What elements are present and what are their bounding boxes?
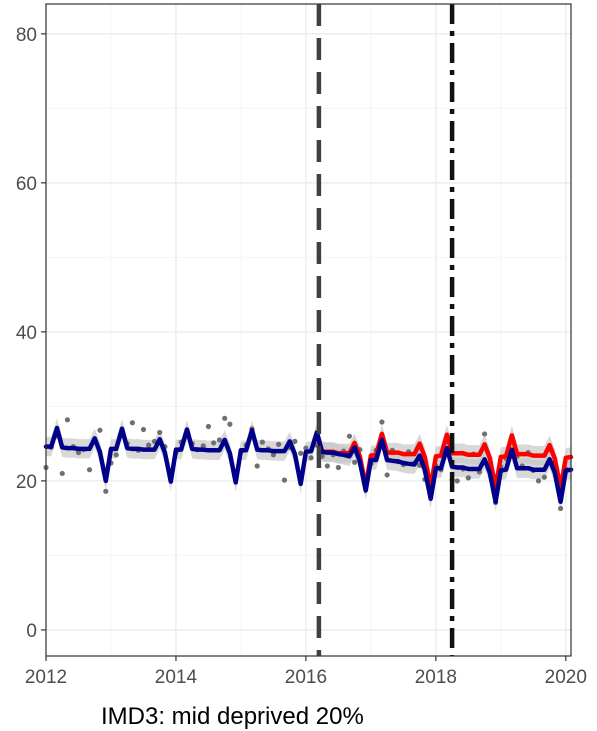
data-point [276, 441, 282, 447]
data-point [129, 420, 136, 426]
data-point [379, 419, 385, 425]
data-point [346, 433, 353, 439]
intervention-lines [316, 4, 455, 656]
data-point [292, 438, 298, 444]
data-point [59, 470, 65, 477]
data-point [541, 474, 547, 480]
data-point [157, 429, 163, 436]
data-point [352, 459, 358, 465]
y-tick-label: 80 [16, 25, 37, 46]
chart-caption: IMD3: mid deprived 20% [101, 703, 364, 730]
data-point [281, 477, 288, 483]
y-tick-label: 20 [16, 472, 37, 493]
data-point [324, 463, 330, 469]
data-point [216, 437, 223, 443]
data-point [113, 452, 119, 458]
data-point [254, 463, 260, 469]
data-point [103, 488, 109, 494]
data-point [535, 478, 542, 484]
data-point [454, 478, 460, 484]
x-tick-label: 2020 [545, 667, 587, 688]
series-lines [43, 425, 574, 505]
data-point [140, 426, 147, 433]
x-tick-label: 2016 [285, 667, 327, 688]
data-point [146, 442, 152, 448]
data-point [64, 417, 71, 423]
y-tick-label: 0 [26, 621, 37, 642]
data-point [465, 475, 471, 481]
data-point [97, 427, 103, 433]
data-point [481, 431, 488, 437]
data-point [86, 467, 93, 473]
data-point [200, 443, 206, 449]
axes: 0 20 40 60 80 2012 2014 2016 2018 2020 [16, 25, 587, 688]
data-point [270, 452, 277, 458]
confidence-band-region [46, 418, 571, 512]
x-tick-label: 2012 [25, 667, 67, 688]
y-tick-label: 60 [16, 174, 37, 195]
data-point [205, 423, 212, 430]
data-point [75, 449, 82, 456]
x-tick-label: 2014 [155, 667, 198, 688]
data-point [211, 440, 217, 446]
y-tick-label: 40 [16, 323, 37, 344]
panel-border [45, 3, 572, 657]
data-point [227, 421, 233, 427]
data-point [259, 439, 265, 445]
data-point [335, 464, 341, 471]
data-point [384, 472, 390, 478]
data-point [298, 450, 304, 456]
data-point [222, 415, 228, 421]
series-line-2 [43, 425, 574, 505]
x-tick-label: 2018 [415, 667, 457, 688]
panel-background [46, 4, 571, 656]
data-point [308, 455, 314, 461]
data-point [558, 505, 564, 512]
